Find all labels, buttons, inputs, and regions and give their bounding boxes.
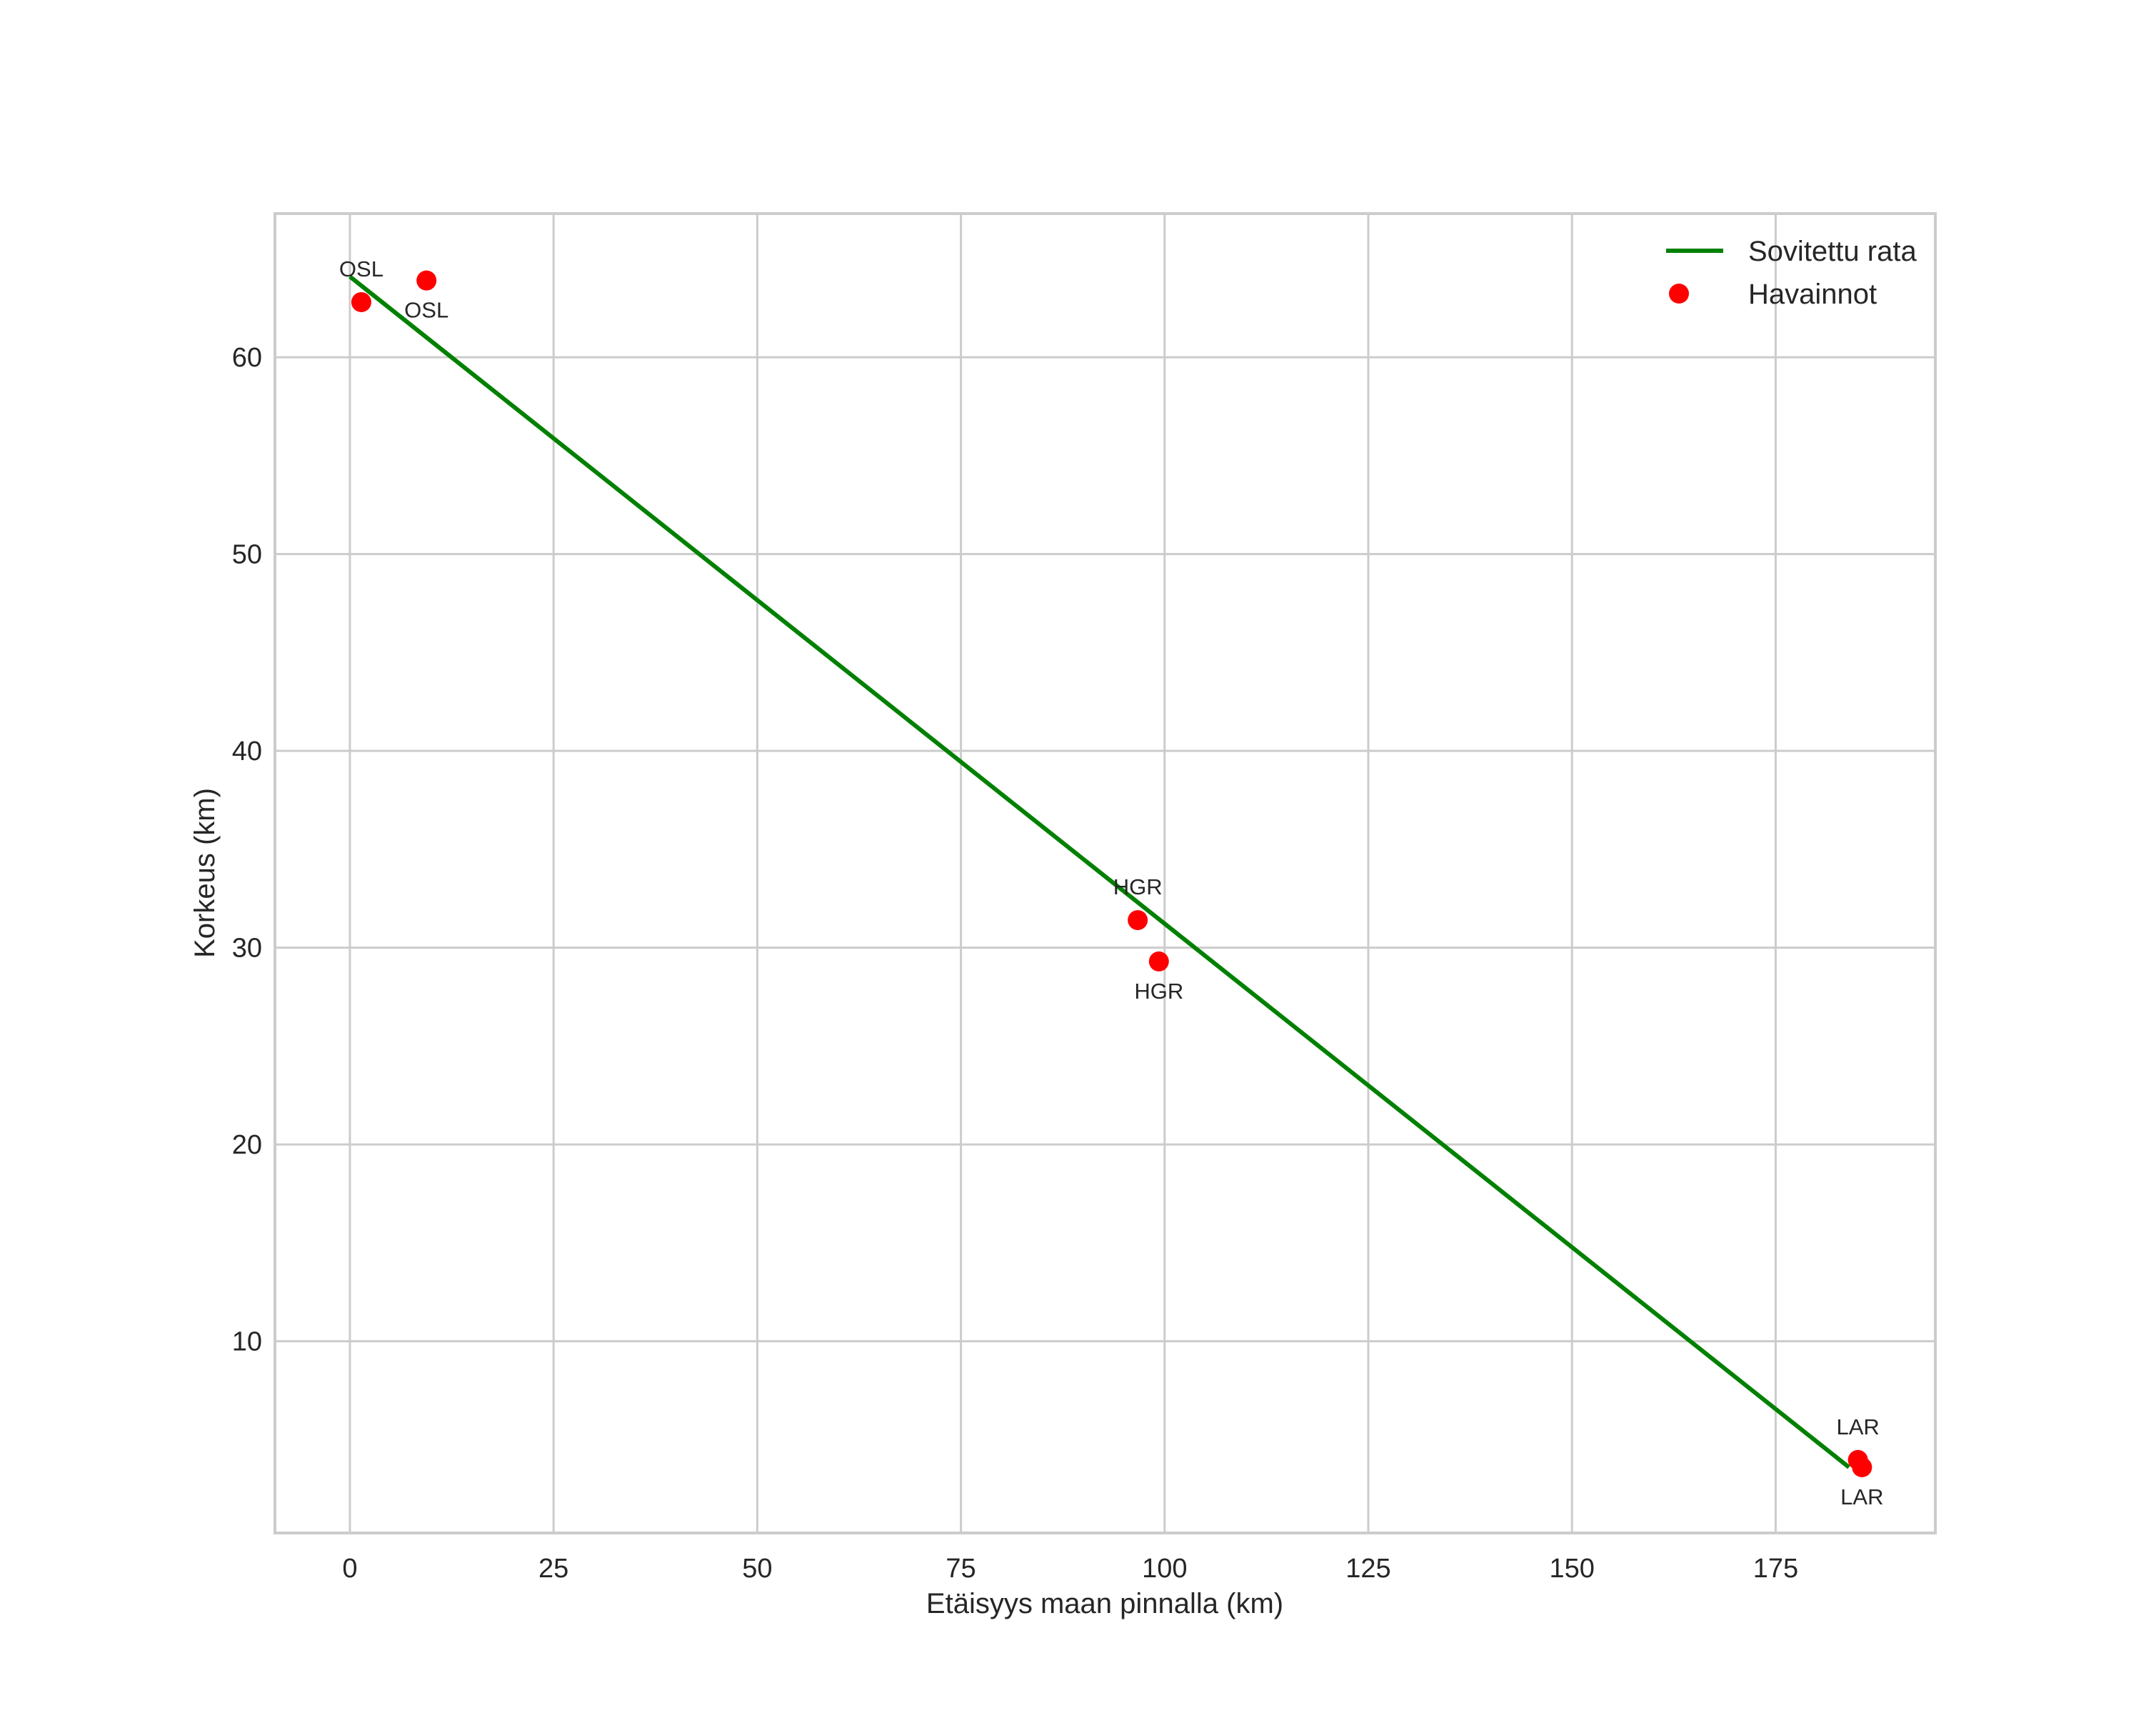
- x-tick-label: 150: [1549, 1554, 1594, 1584]
- x-tick-label: 25: [538, 1554, 568, 1584]
- x-tick-label: 100: [1142, 1554, 1187, 1584]
- observation-point: [416, 270, 437, 291]
- point-label: LAR: [1840, 1484, 1883, 1509]
- plot-frame: [274, 212, 1937, 1534]
- x-tick-label: 50: [742, 1554, 772, 1584]
- x-tick-label: 125: [1345, 1554, 1390, 1584]
- point-label: LAR: [1836, 1414, 1879, 1439]
- point-labels: OSL OSL HGR HGR LAR LAR: [339, 256, 1884, 1509]
- x-axis-ticks: 0 25 50 75 100 125 150 175: [342, 1554, 1798, 1584]
- x-tick-label: 75: [946, 1554, 976, 1584]
- observation-point: [351, 291, 371, 312]
- observation-point: [1148, 951, 1169, 972]
- point-label: OSL: [339, 256, 383, 281]
- x-axis-label: Etäisyys maan pinnalla (km): [926, 1588, 1283, 1619]
- y-tick-label: 60: [232, 343, 262, 373]
- legend-label-fit: Sovitettu rata: [1748, 236, 1917, 267]
- plot-series: [349, 270, 1872, 1477]
- legend-dot-icon: [1669, 284, 1689, 304]
- x-tick-label: 0: [342, 1554, 357, 1584]
- observation-point: [1852, 1457, 1872, 1477]
- y-tick-label: 50: [232, 540, 262, 570]
- point-label: HGR: [1113, 874, 1163, 899]
- fit-line: [349, 274, 1850, 1469]
- observation-point: [1128, 910, 1148, 931]
- y-axis-ticks: 10 20 30 40 50 60: [232, 343, 262, 1357]
- point-label: OSL: [404, 298, 448, 323]
- point-label: HGR: [1134, 979, 1183, 1004]
- x-tick-label: 175: [1753, 1554, 1798, 1584]
- legend: Sovitettu rata Havainnot: [1666, 236, 1917, 310]
- y-tick-label: 30: [232, 934, 262, 964]
- y-tick-label: 20: [232, 1130, 262, 1160]
- y-axis-label: Korkeus (km): [189, 788, 221, 958]
- y-tick-label: 40: [232, 736, 262, 766]
- legend-label-observations: Havainnot: [1748, 279, 1877, 310]
- y-tick-label: 10: [232, 1327, 262, 1357]
- grid-lines: [275, 214, 1935, 1533]
